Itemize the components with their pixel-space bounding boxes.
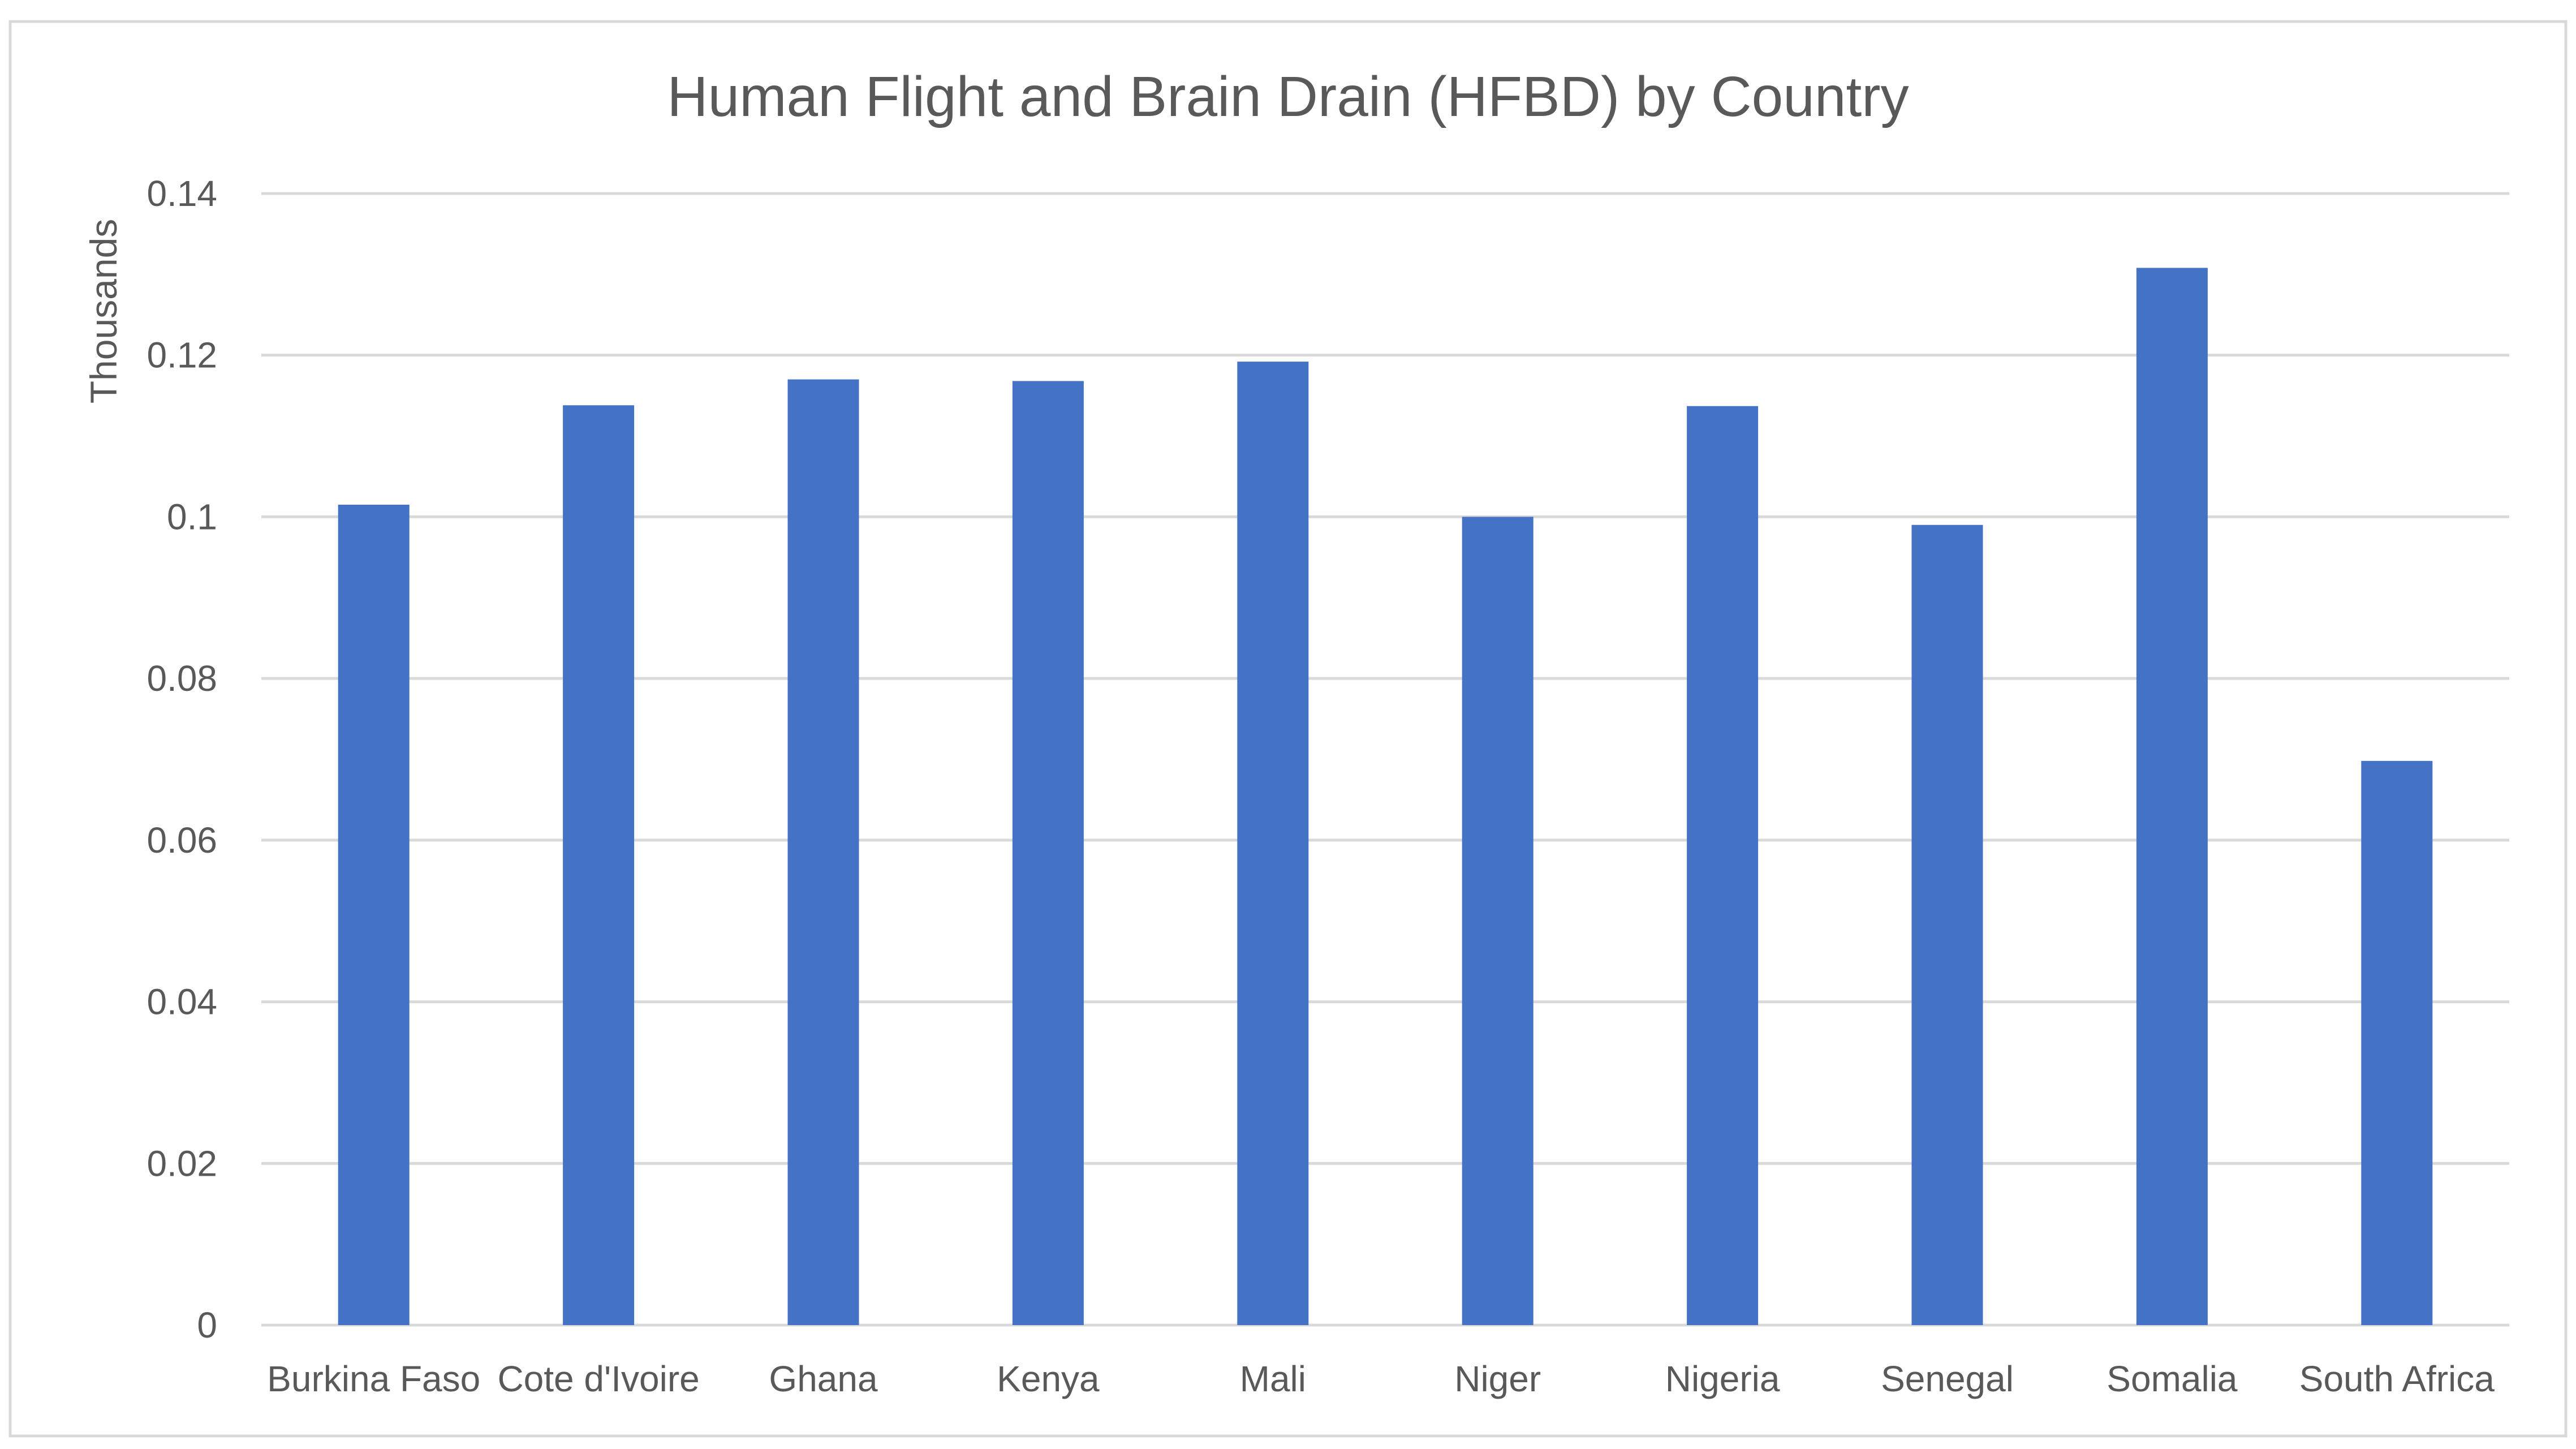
x-category-label: South Africa (2299, 1358, 2495, 1399)
bar (787, 379, 859, 1325)
chart-title: Human Flight and Brain Drain (HFBD) by C… (667, 65, 1909, 128)
bar (1237, 362, 1309, 1326)
x-category-label: Cote d'Ivoire (497, 1358, 699, 1399)
x-category-label: Mali (1240, 1358, 1306, 1399)
bar (2361, 760, 2433, 1325)
x-category-label: Ghana (769, 1358, 878, 1399)
y-tick-label: 0.04 (147, 982, 217, 1022)
y-tick-label: 0.1 (167, 496, 217, 537)
x-category-label: Nigeria (1665, 1358, 1780, 1399)
x-category-label: Senegal (1881, 1358, 2014, 1399)
bar (1687, 406, 1759, 1325)
y-axis-ticks: 0 0.02 0.04 0.06 0.08 0.1 0.12 0.14 (147, 173, 217, 1345)
x-category-label: Niger (1454, 1358, 1541, 1399)
x-axis-labels: Burkina Faso Cote d'Ivoire Ghana Kenya Mali N… (267, 1358, 2495, 1399)
y-axis-title: Thousands (83, 219, 124, 404)
y-tick-label: 0 (197, 1305, 217, 1345)
y-tick-label: 0.02 (147, 1143, 217, 1184)
bar (1012, 381, 1084, 1325)
gridlines (261, 192, 2509, 1327)
x-category-label: Burkina Faso (267, 1358, 480, 1399)
bar (1462, 517, 1533, 1325)
x-category-label: Kenya (997, 1358, 1100, 1399)
y-tick-label: 0.12 (147, 335, 217, 376)
bar (563, 405, 635, 1326)
bar (2136, 268, 2208, 1325)
y-tick-label: 0.06 (147, 820, 217, 861)
y-tick-label: 0.14 (147, 173, 217, 214)
bar (338, 505, 410, 1325)
bars (338, 268, 2433, 1326)
bar (1911, 524, 1983, 1325)
y-tick-label: 0.08 (147, 658, 217, 699)
x-category-label: Somalia (2107, 1358, 2238, 1399)
